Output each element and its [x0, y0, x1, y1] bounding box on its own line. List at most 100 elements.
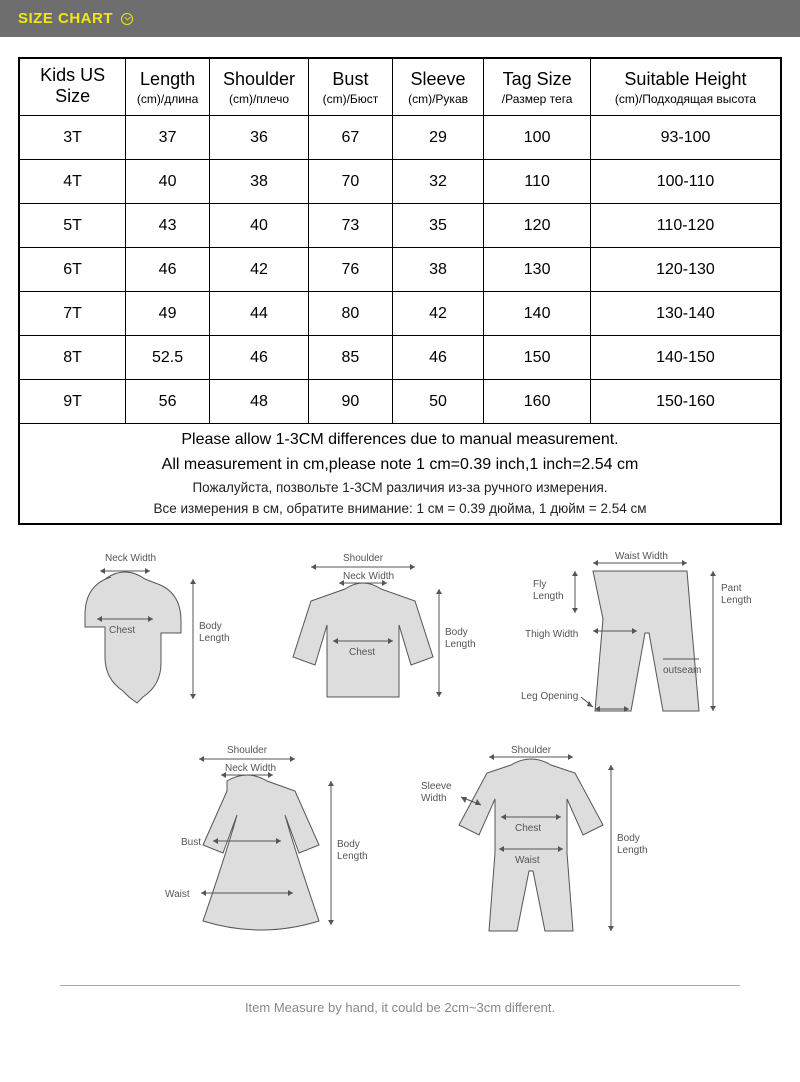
- label-chest: Chest: [515, 823, 541, 834]
- svg-text:Length: Length: [533, 591, 564, 602]
- table-cell: 130-140: [590, 292, 781, 336]
- table-cell: 46: [126, 248, 210, 292]
- chevron-down-icon: [121, 13, 133, 25]
- svg-text:Width: Width: [421, 793, 447, 804]
- label-sleeve-width: Sleeve: [421, 781, 452, 792]
- table-cell: 40: [126, 160, 210, 204]
- label-waist: Waist: [165, 889, 190, 900]
- table-header-row: Kids US Size Length(cm)/длина Shoulder(c…: [19, 58, 781, 116]
- table-cell: 160: [484, 380, 591, 424]
- label-pant-length: Pant: [721, 583, 742, 594]
- label-shoulder: Shoulder: [343, 553, 384, 564]
- table-cell: 120-130: [590, 248, 781, 292]
- label-waist-width: Waist Width: [615, 551, 668, 562]
- table-cell: 73: [309, 204, 393, 248]
- note-line-ru: Все измерения в см, обратите внимание: 1…: [22, 499, 778, 520]
- label-body-length: Body: [337, 839, 360, 850]
- label-body-length: Body: [617, 833, 640, 844]
- table-cell: 7T: [19, 292, 126, 336]
- table-cell: 90: [309, 380, 393, 424]
- content-area: Kids US Size Length(cm)/длина Shoulder(c…: [0, 37, 800, 525]
- label-fly-length: Fly: [533, 579, 546, 590]
- label-body-length: Body: [199, 621, 222, 632]
- table-cell: 150-160: [590, 380, 781, 424]
- table-cell: 120: [484, 204, 591, 248]
- table-cell: 46: [392, 336, 483, 380]
- svg-text:Length: Length: [617, 845, 648, 856]
- label-shoulder: Shoulder: [511, 745, 552, 756]
- table-cell: 49: [126, 292, 210, 336]
- table-cell: 150: [484, 336, 591, 380]
- table-cell: 76: [309, 248, 393, 292]
- label-chest: Chest: [109, 625, 135, 636]
- diagram-shirt: Shoulder Neck Width Chest Body Length: [265, 549, 485, 729]
- table-row: 4T40387032110100-110: [19, 160, 781, 204]
- table-cell: 42: [392, 292, 483, 336]
- table-cell: 38: [209, 160, 308, 204]
- note-line-ru: Пожалуйста, позвольте 1-3СМ различия из-…: [22, 478, 778, 499]
- table-cell: 80: [309, 292, 393, 336]
- table-cell: 44: [209, 292, 308, 336]
- table-cell: 140: [484, 292, 591, 336]
- table-cell: 32: [392, 160, 483, 204]
- table-cell: 43: [126, 204, 210, 248]
- table-cell: 67: [309, 116, 393, 160]
- col-header: Sleeve: [395, 69, 481, 90]
- table-cell: 110: [484, 160, 591, 204]
- table-cell: 8T: [19, 336, 126, 380]
- table-cell: 130: [484, 248, 591, 292]
- col-header: Length: [128, 69, 207, 90]
- table-cell: 4T: [19, 160, 126, 204]
- table-cell: 37: [126, 116, 210, 160]
- footnote-text: Item Measure by hand, it could be 2cm~3c…: [0, 986, 800, 1041]
- table-cell: 93-100: [590, 116, 781, 160]
- diagram-dress: Shoulder Neck Width Bust Waist Body Leng…: [135, 743, 385, 953]
- table-cell: 100-110: [590, 160, 781, 204]
- table-cell: 35: [392, 204, 483, 248]
- table-row: 3T3736672910093-100: [19, 116, 781, 160]
- col-header: Tag Size: [486, 69, 588, 90]
- label-bust: Bust: [181, 837, 201, 848]
- header-title: SIZE CHART: [18, 10, 113, 27]
- table-row: 8T52.5468546150140-150: [19, 336, 781, 380]
- label-neck-width: Neck Width: [225, 763, 276, 774]
- table-cell: 36: [209, 116, 308, 160]
- table-row: 5T43407335120110-120: [19, 204, 781, 248]
- table-cell: 48: [209, 380, 308, 424]
- table-cell: 46: [209, 336, 308, 380]
- label-leg-opening: Leg Opening: [521, 691, 578, 702]
- table-cell: 140-150: [590, 336, 781, 380]
- svg-text:Length: Length: [337, 851, 368, 862]
- table-cell: 110-120: [590, 204, 781, 248]
- label-outseam: outseam: [663, 665, 701, 676]
- table-cell: 9T: [19, 380, 126, 424]
- table-cell: 29: [392, 116, 483, 160]
- svg-text:Length: Length: [721, 595, 752, 606]
- svg-text:Length: Length: [445, 639, 476, 650]
- table-row: 6T46427638130120-130: [19, 248, 781, 292]
- table-cell: 5T: [19, 204, 126, 248]
- label-body-length: Body: [445, 627, 468, 638]
- svg-text:Length: Length: [199, 633, 230, 644]
- table-cell: 6T: [19, 248, 126, 292]
- note-line: Please allow 1-3CM differences due to ma…: [22, 428, 778, 453]
- label-chest: Chest: [349, 647, 375, 658]
- table-cell: 70: [309, 160, 393, 204]
- size-chart-table: Kids US Size Length(cm)/длина Shoulder(c…: [18, 57, 782, 525]
- label-thigh-width: Thigh Width: [525, 629, 578, 640]
- table-cell: 50: [392, 380, 483, 424]
- diagram-onesie: Neck Width Chest Body Length: [35, 549, 235, 729]
- diagram-section: Neck Width Chest Body Length Shoulder Ne…: [0, 525, 800, 963]
- table-cell: 100: [484, 116, 591, 160]
- col-header: Suitable Height: [593, 69, 778, 90]
- table-cell: 40: [209, 204, 308, 248]
- label-shoulder: Shoulder: [227, 745, 268, 756]
- table-row: 9T56489050160150-160: [19, 380, 781, 424]
- col-header: Shoulder: [212, 69, 306, 90]
- table-row: 7T49448042140130-140: [19, 292, 781, 336]
- table-cell: 42: [209, 248, 308, 292]
- notes-cell: Please allow 1-3CM differences due to ma…: [19, 424, 781, 525]
- diagram-jumpsuit: Shoulder Sleeve Width Chest Waist Body L…: [415, 743, 665, 953]
- label-neck-width: Neck Width: [105, 553, 156, 564]
- diagram-pants: Waist Width Fly Length Pant Length Thigh…: [515, 549, 765, 729]
